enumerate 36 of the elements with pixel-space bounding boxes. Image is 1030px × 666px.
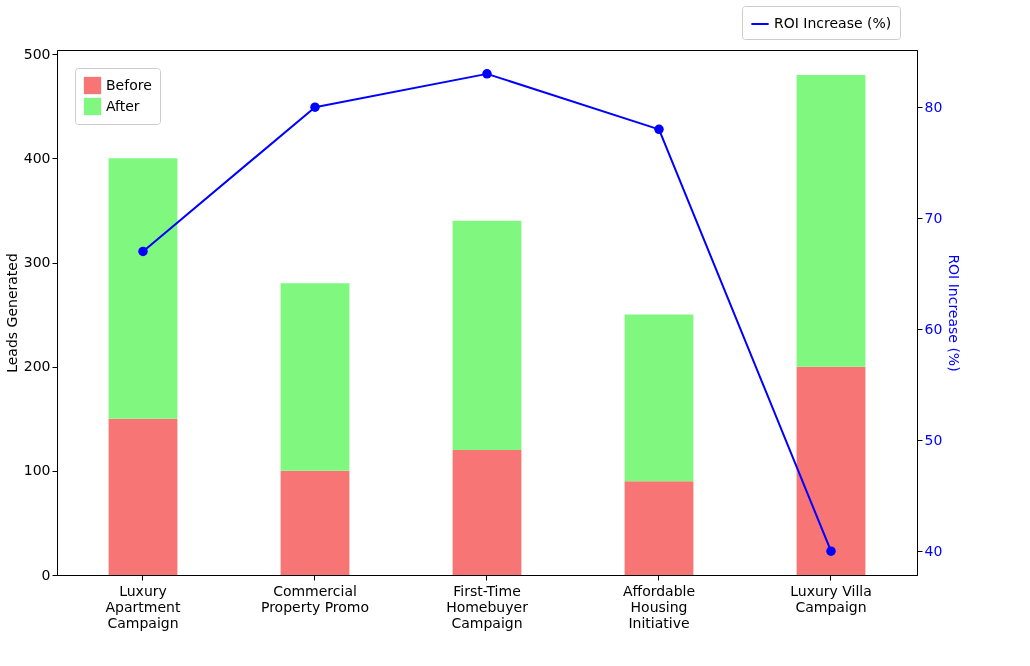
y-axis-title: Leads Generated — [3, 253, 20, 373]
y2-tick-label: 70 — [924, 209, 943, 226]
y2-tick-label: 60 — [924, 320, 943, 337]
legend-label: After — [106, 97, 140, 114]
y2-tick-label: 40 — [924, 542, 943, 559]
y2-tick-label: 80 — [924, 98, 943, 115]
y-tick-label: 200 — [23, 358, 51, 375]
y-tick-label: 0 — [41, 566, 51, 583]
y-tick-label: 100 — [23, 462, 51, 479]
point — [138, 246, 148, 257]
bar — [796, 366, 866, 575]
bar — [624, 314, 694, 482]
x-tick-label: Luxury Villa Campaign — [790, 582, 872, 615]
point — [482, 69, 492, 79]
x-tick-label: Luxury Apartment Campaign — [105, 582, 181, 631]
bar — [108, 418, 178, 575]
y-tick-label: 300 — [23, 254, 51, 270]
bar — [108, 158, 178, 419]
bar — [796, 75, 866, 367]
y-tick-label: 400 — [23, 149, 51, 166]
x-tick-label: Commercial Property Promo — [260, 582, 370, 615]
bar — [624, 481, 694, 575]
x-tick-label: Affordable Housing Initiative — [622, 582, 696, 631]
x-tick-label: First-Time Homebuyer Campaign — [446, 582, 529, 631]
bar — [280, 283, 350, 471]
point — [654, 124, 664, 135]
point — [310, 102, 320, 112]
bar — [452, 220, 522, 450]
bar — [280, 470, 350, 575]
y2-axis-title: ROI Increase (%) — [946, 254, 963, 372]
bar — [452, 450, 522, 575]
y-tick-label: 500 — [23, 45, 51, 62]
legend-label: ROI Increase (%) — [774, 15, 892, 31]
point — [826, 546, 836, 556]
y2-tick-label: 50 — [924, 431, 943, 448]
legend-label: Before — [106, 76, 152, 93]
